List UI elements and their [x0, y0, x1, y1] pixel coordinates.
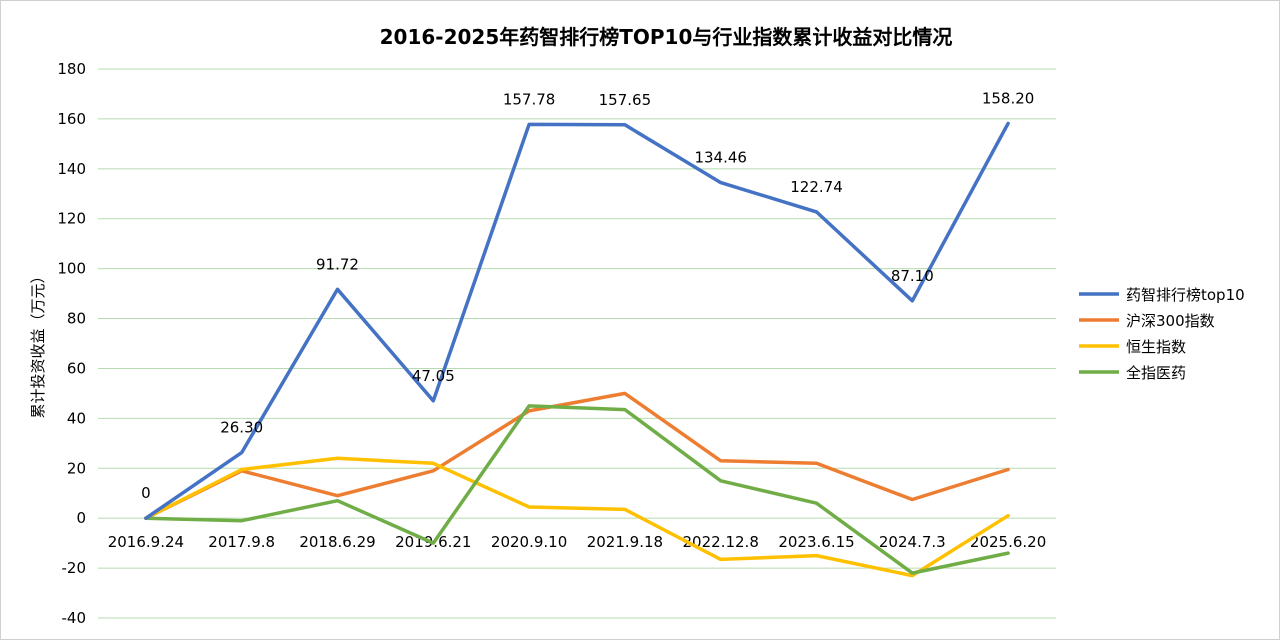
- x-category-label: 2016.9.24: [108, 533, 184, 551]
- y-tick-label: 100: [57, 260, 86, 278]
- legend-label: 沪深300指数: [1126, 312, 1215, 330]
- x-category-label: 2017.9.8: [208, 533, 275, 551]
- x-category-label: 2025.6.20: [970, 533, 1046, 551]
- data-label: 26.30: [220, 419, 263, 437]
- x-category-label: 2018.6.29: [299, 533, 375, 551]
- x-category-label: 2022.12.8: [683, 533, 759, 551]
- data-label: 47.05: [412, 367, 455, 385]
- x-category-label: 2024.7.3: [879, 533, 946, 551]
- data-label: 158.20: [982, 89, 1035, 107]
- y-tick-label: 0: [76, 509, 86, 527]
- y-tick-label: 180: [57, 60, 86, 78]
- legend-item: 恒生指数: [1079, 338, 1186, 356]
- chart-title: 2016-2025年药智排行榜TOP10与行业指数累计收益对比情况: [380, 25, 953, 49]
- x-category-label: 2023.6.15: [778, 533, 854, 551]
- data-label: 134.46: [694, 149, 747, 167]
- x-axis-categories: 2016.9.24 2017.9.8 2018.6.29 2019.6.21 2020.…: [108, 533, 1047, 551]
- data-label: 0: [141, 484, 151, 502]
- legend-item: 沪深300指数: [1079, 312, 1215, 330]
- y-tick-label: -20: [62, 559, 87, 577]
- legend-item: 全指医药: [1079, 364, 1186, 382]
- series-lines: [144, 121, 1010, 578]
- y-tick-label: 120: [57, 210, 86, 228]
- y-tick-label: 60: [67, 359, 86, 377]
- gridlines: [98, 68, 1056, 619]
- series-line-3: [144, 404, 1010, 575]
- y-axis-label: 累计投资收益（万元）: [29, 268, 47, 418]
- series-line-0: [144, 121, 1010, 520]
- y-axis-ticks: 180 160 140 120 100 80 60 40 20 0 -20 -40: [57, 60, 86, 627]
- series-line-1: [144, 391, 1010, 520]
- legend-label: 药智排行榜top10: [1126, 286, 1245, 304]
- data-label: 157.65: [599, 91, 652, 109]
- legend-label: 全指医药: [1126, 364, 1186, 382]
- y-tick-label: 140: [57, 160, 86, 178]
- y-tick-label: 80: [67, 310, 86, 328]
- x-category-label: 2021.9.18: [587, 533, 663, 551]
- data-label: 91.72: [316, 255, 359, 273]
- y-tick-label: 40: [67, 409, 86, 427]
- y-tick-label: 20: [67, 459, 86, 477]
- data-label: 122.74: [790, 178, 843, 196]
- y-tick-label: 160: [57, 110, 86, 128]
- y-tick-label: -40: [62, 609, 87, 627]
- data-labels: 0 26.30 91.72 47.05 157.78 157.65 134.46 122.74…: [141, 89, 1034, 502]
- series-line-2: [144, 456, 1010, 578]
- x-category-label: 2020.9.10: [491, 533, 567, 551]
- legend-item: 药智排行榜top10: [1079, 286, 1245, 304]
- data-label: 157.78: [503, 90, 556, 108]
- legend-label: 恒生指数: [1126, 338, 1186, 356]
- data-label: 87.10: [891, 267, 934, 285]
